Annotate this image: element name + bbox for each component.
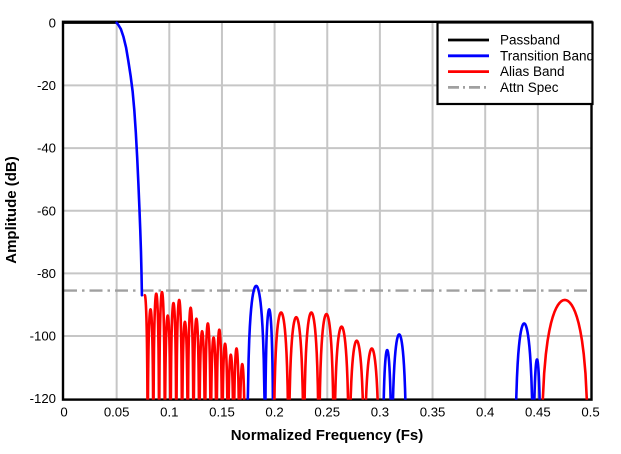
plot-frame [61, 20, 593, 401]
x-tick-label: 0.1 [160, 405, 178, 420]
x-tick-label: 0 [60, 405, 67, 420]
transition-lobes-2-curve [382, 333, 407, 400]
y-tick-label: -100 [30, 329, 56, 344]
x-tick-label: 0.35 [420, 405, 446, 420]
x-tick-label: 0.3 [371, 405, 389, 420]
y-tick-label: -120 [30, 391, 56, 406]
transition-lobes-3-curve [514, 322, 541, 400]
legend-label: Transition Band [500, 48, 594, 63]
transition-rolloff-curve [115, 21, 144, 297]
x-tick-label: 0.05 [104, 405, 130, 420]
y-axis-title: Amplitude (dB) [3, 156, 20, 263]
x-tick-label: 0.5 [581, 405, 599, 420]
x-axis-title: Normalized Frequency (Fs) [231, 427, 424, 444]
legend-box [436, 21, 594, 106]
transition-lobes-1-curve [246, 284, 275, 400]
legend-label: Passband [500, 33, 560, 48]
x-tick-label: 0.45 [525, 405, 551, 420]
y-tick-label: 0 [49, 15, 56, 30]
x-tick-label: 0.15 [209, 405, 235, 420]
legend-label: Alias Band [500, 64, 565, 79]
y-tick-label: -20 [37, 78, 56, 93]
x-tick-label: 0.2 [265, 405, 283, 420]
legend-label: Attn Spec [500, 80, 559, 95]
alias-band-2-curve [273, 311, 379, 400]
alias-band-3-curve [541, 298, 589, 400]
y-tick-label: -40 [37, 141, 56, 156]
curves-layer [115, 21, 589, 400]
x-tick-label: 0.25 [314, 405, 340, 420]
y-tick-label: -60 [37, 203, 56, 218]
y-tick-label: -80 [37, 266, 56, 281]
x-tick-label: 0.4 [476, 405, 494, 420]
